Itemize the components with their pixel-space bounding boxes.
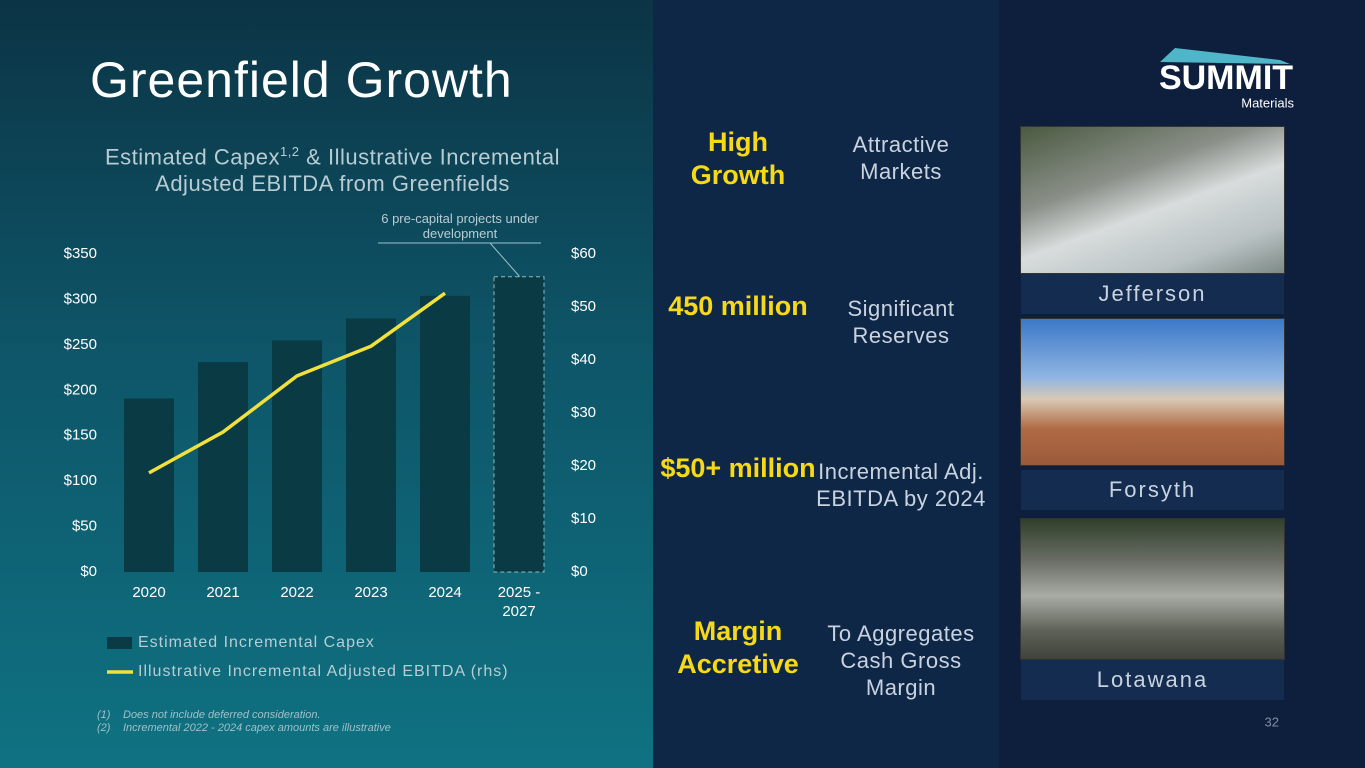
photo (1020, 318, 1285, 466)
y2-tick-label: $10 (571, 510, 596, 527)
photo-caption: Jefferson (1021, 274, 1284, 314)
y-tick-label: $200 (64, 381, 97, 398)
highlight-text: Attractive Markets (852, 132, 950, 184)
x-tick-label: 2020 (132, 584, 166, 601)
y2-tick-label: $60 (571, 245, 596, 262)
photo (1020, 126, 1285, 274)
logo-sub: Materials (1241, 95, 1294, 110)
photo-caption: Lotawana (1021, 660, 1284, 700)
y2-tick-label: $50 (571, 298, 596, 315)
legend-label: Estimated Incremental Capex (138, 634, 375, 651)
annotation: 6 pre-capital projects under development (381, 211, 539, 241)
footnote-text: Incremental 2022 - 2024 capex amounts ar… (123, 722, 391, 734)
y2-tick-label: $30 (571, 404, 596, 421)
y-tick-label: $300 (64, 290, 97, 307)
annotation-line (489, 242, 521, 278)
line (148, 291, 447, 475)
slide-title: Greenfield Growth (90, 52, 513, 108)
highlights-panel (653, 0, 999, 768)
bar (272, 340, 322, 572)
highlight-stat: Margin Accretive (677, 616, 799, 679)
y2-tick-label: $40 (571, 351, 596, 368)
highlight-text: Incremental Adj. EBITDA by 2024 (816, 459, 986, 511)
y-tick-label: $350 (64, 245, 97, 262)
highlight-stat: $50+ million (660, 453, 816, 483)
photo-caption: Forsyth (1021, 470, 1284, 510)
bar (493, 276, 545, 573)
y-tick-label: $50 (72, 518, 97, 535)
y-tick-label: $100 (64, 472, 97, 489)
y-tick-label: $250 (64, 336, 97, 353)
bar (346, 318, 396, 572)
x-tick-label: 2023 (354, 584, 388, 601)
y2-tick-label: $20 (571, 457, 596, 474)
footnote-mark: (2) (97, 722, 111, 734)
chart-title-text: Estimated Capex (104, 144, 280, 170)
highlight-stat: 450 million (668, 291, 808, 321)
legend-swatch (107, 637, 132, 649)
chart-title-rest: & Illustrative Incremental Adjusted EBIT… (155, 144, 561, 197)
page-number: 32 (1265, 714, 1279, 729)
bar (420, 295, 470, 572)
logo: SUMMIT (1159, 59, 1293, 97)
x-tick-label: 2021 (206, 584, 240, 601)
x-tick-label: 2022 (280, 584, 314, 601)
bar (124, 398, 174, 572)
highlight-text: To Aggregates Cash Gross Margin (827, 621, 975, 700)
chart-title: Estimated Capex1,2 & Illustrative Increm… (60, 138, 605, 197)
footnote-text: Does not include deferred consideration. (123, 709, 321, 721)
logo-mark (1160, 48, 1290, 64)
y-tick-label: $150 (64, 427, 97, 444)
chart-title-sup: 1,2 (279, 144, 300, 159)
photo (1020, 518, 1285, 660)
y2-tick-label: $0 (571, 563, 588, 580)
y-tick-label: $0 (80, 563, 97, 580)
footnote-mark: (1) (97, 709, 111, 721)
highlight-stat: High Growth (690, 127, 786, 190)
highlight-text: Significant Reserves (847, 296, 955, 348)
x-tick-label: 2025 - 2027 (497, 584, 541, 620)
legend-label: Illustrative Incremental Adjusted EBITDA… (138, 663, 509, 680)
x-tick-label: 2024 (428, 584, 462, 601)
bar (198, 362, 248, 572)
